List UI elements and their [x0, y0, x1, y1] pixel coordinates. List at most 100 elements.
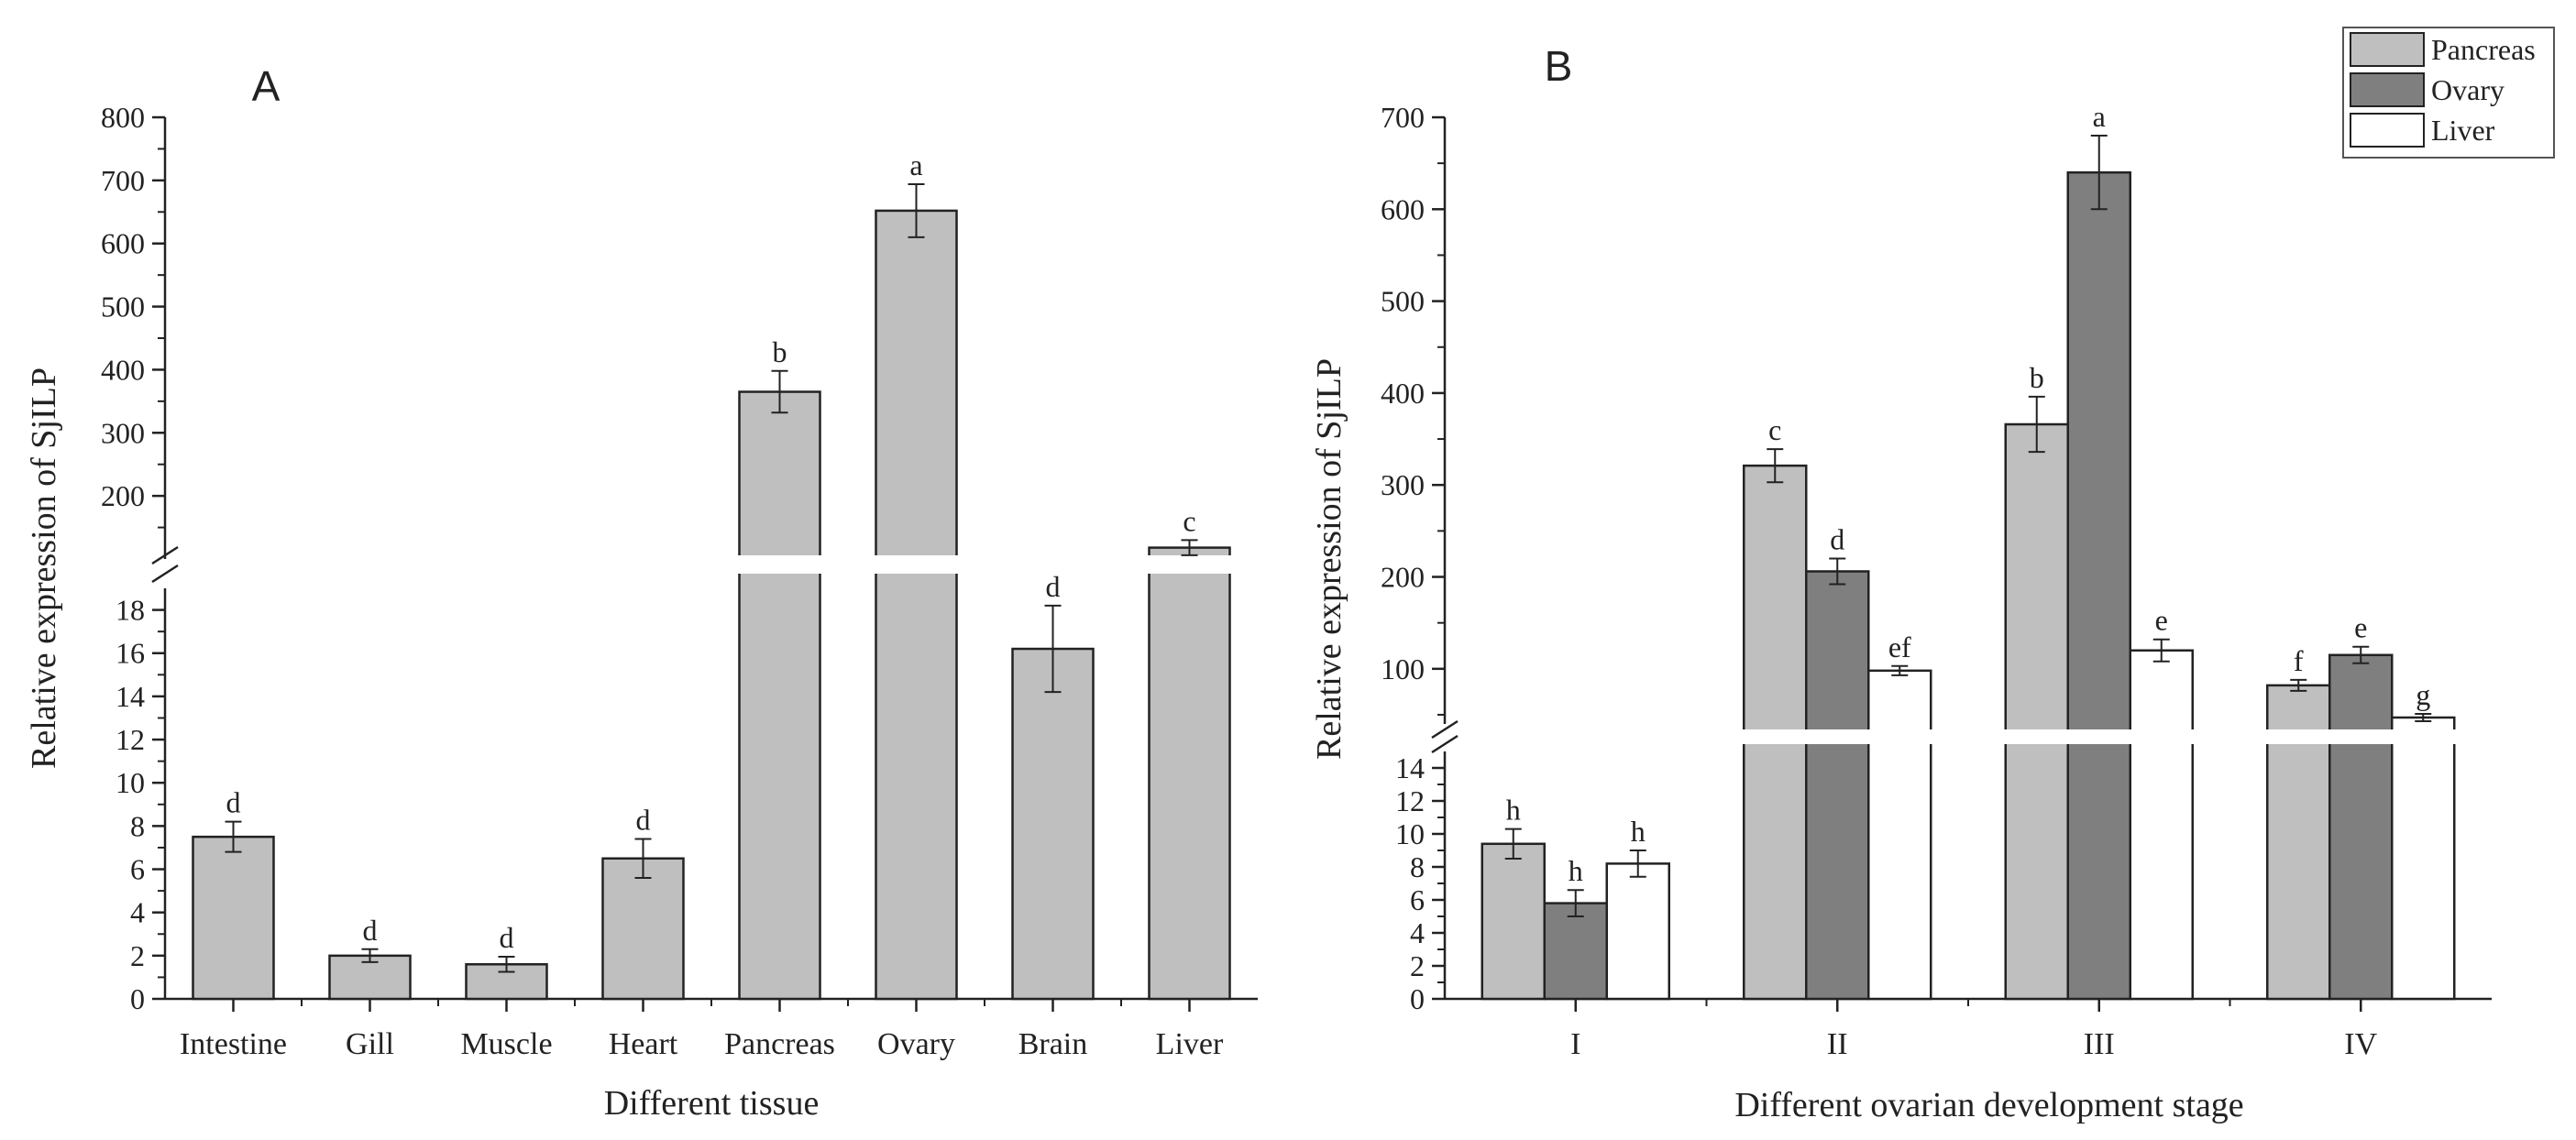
x-tick-label: Heart: [609, 1027, 678, 1061]
y-tick-label: 4: [1410, 916, 1425, 949]
panel-a-x-axis-title: Different tissue: [604, 1084, 820, 1123]
y-tick-label: 6: [130, 853, 145, 886]
legend-label: Ovary: [2431, 73, 2504, 106]
y-tick-label: 200: [101, 479, 145, 512]
bar: [2066, 170, 2131, 1001]
bar-break-gap: [2003, 729, 2070, 744]
bar: [1011, 647, 1095, 1001]
significance-label: e: [2155, 604, 2168, 637]
y-tick-label: 12: [116, 723, 145, 756]
y-tick-label: 14: [116, 680, 145, 713]
bar-break-gap: [1866, 729, 1933, 744]
bar: [2004, 422, 2069, 1001]
y-tick-label: 100: [1381, 652, 1425, 685]
bar-break-gap: [2328, 729, 2394, 744]
x-tick-label: III: [2084, 1027, 2115, 1061]
significance-label: d: [1046, 570, 1061, 603]
x-tick-label: Brain: [1018, 1027, 1088, 1061]
axis-break-mark: [1431, 719, 1459, 740]
bar: [2328, 653, 2394, 1001]
legend-label: Liver: [2431, 114, 2495, 147]
bar: [2391, 716, 2456, 1001]
significance-label: c: [1768, 413, 1781, 446]
x-tick-label: Muscle: [460, 1027, 552, 1061]
panel-a-y-axis-title: Relative expression of SjILP: [25, 367, 63, 769]
axis-break-mark: [151, 564, 179, 584]
significance-label: c: [1183, 504, 1195, 537]
significance-label: h: [1631, 815, 1646, 848]
significance-label: d: [1830, 522, 1844, 555]
significance-label: g: [2416, 678, 2430, 711]
bar-break-gap: [1742, 729, 1809, 744]
panel-a-letter: A: [252, 62, 281, 110]
y-tick-label: 700: [1381, 101, 1425, 134]
x-tick-label: Gill: [346, 1027, 394, 1061]
bar: [1805, 570, 1870, 1001]
y-tick-label: 600: [1381, 192, 1425, 225]
legend-swatch: [2350, 113, 2425, 148]
significance-label: h: [1569, 854, 1583, 887]
significance-label: h: [1506, 794, 1521, 827]
y-tick-label: 200: [1381, 561, 1425, 594]
y-tick-label: 10: [1395, 817, 1425, 850]
bar: [1867, 669, 1932, 1001]
panel-b-letter: B: [1545, 42, 1573, 90]
y-tick-label: 10: [116, 766, 145, 799]
axis-break-mark: [1431, 734, 1459, 754]
bar: [2129, 649, 2194, 1001]
y-tick-label: 700: [101, 164, 145, 197]
bar: [1481, 842, 1546, 1001]
bar-break-gap: [2265, 729, 2332, 744]
bar-break-gap: [1804, 729, 1871, 744]
y-tick-label: 500: [101, 290, 145, 323]
significance-label: d: [226, 786, 241, 819]
significance-label: d: [636, 804, 651, 837]
y-tick-label: 0: [130, 982, 145, 1015]
bar-break-gap: [1147, 555, 1232, 574]
significance-label: a: [2093, 100, 2106, 133]
y-tick-label: 400: [101, 353, 145, 386]
bar-break-gap: [2390, 729, 2457, 744]
significance-label: ef: [1888, 630, 1911, 663]
y-tick-label: 2: [1410, 949, 1425, 982]
y-tick-label: 300: [1381, 468, 1425, 501]
significance-label: b: [773, 335, 787, 368]
bar: [875, 209, 958, 1001]
x-tick-label: Liver: [1156, 1027, 1224, 1061]
y-tick-label: 400: [1381, 377, 1425, 410]
bar-break-gap: [2065, 729, 2132, 744]
significance-label: e: [2354, 611, 2367, 644]
y-tick-label: 0: [1410, 982, 1425, 1015]
bar: [738, 390, 821, 1001]
panel-b-y-axis-title: Relative expression of SjILP: [1310, 358, 1349, 760]
legend-swatch: [2350, 32, 2425, 67]
y-tick-label: 16: [116, 637, 145, 670]
significance-label: f: [2294, 644, 2304, 677]
x-tick-label: I: [1570, 1027, 1580, 1061]
bar: [1605, 862, 1670, 1001]
bar-break-gap: [737, 555, 822, 574]
y-tick-label: 800: [101, 101, 145, 134]
y-tick-label: 18: [116, 594, 145, 627]
bar: [1543, 902, 1608, 1001]
y-tick-label: 600: [101, 227, 145, 260]
legend: Pancreas Ovary Liver: [2342, 27, 2555, 159]
y-tick-label: 2: [130, 939, 145, 972]
x-tick-label: Pancreas: [724, 1027, 835, 1061]
y-tick-label: 500: [1381, 285, 1425, 318]
significance-label: a: [909, 148, 922, 181]
y-tick-label: 8: [1410, 850, 1425, 883]
y-tick-label: 4: [130, 896, 145, 929]
bar: [192, 835, 275, 1001]
x-tick-label: IV: [2344, 1027, 2377, 1061]
panel-a: A Different tissue Relative expression o…: [25, 62, 1258, 1123]
y-tick-label: 14: [1395, 751, 1425, 784]
y-tick-label: 6: [1410, 883, 1425, 916]
panel-b: B Different ovarian development stage Re…: [1310, 27, 2555, 1124]
bar: [1148, 546, 1231, 1001]
axis-break-mark: [151, 545, 179, 565]
x-tick-label: Ovary: [877, 1027, 955, 1061]
y-tick-label: 12: [1395, 784, 1425, 817]
significance-label: d: [500, 921, 514, 954]
